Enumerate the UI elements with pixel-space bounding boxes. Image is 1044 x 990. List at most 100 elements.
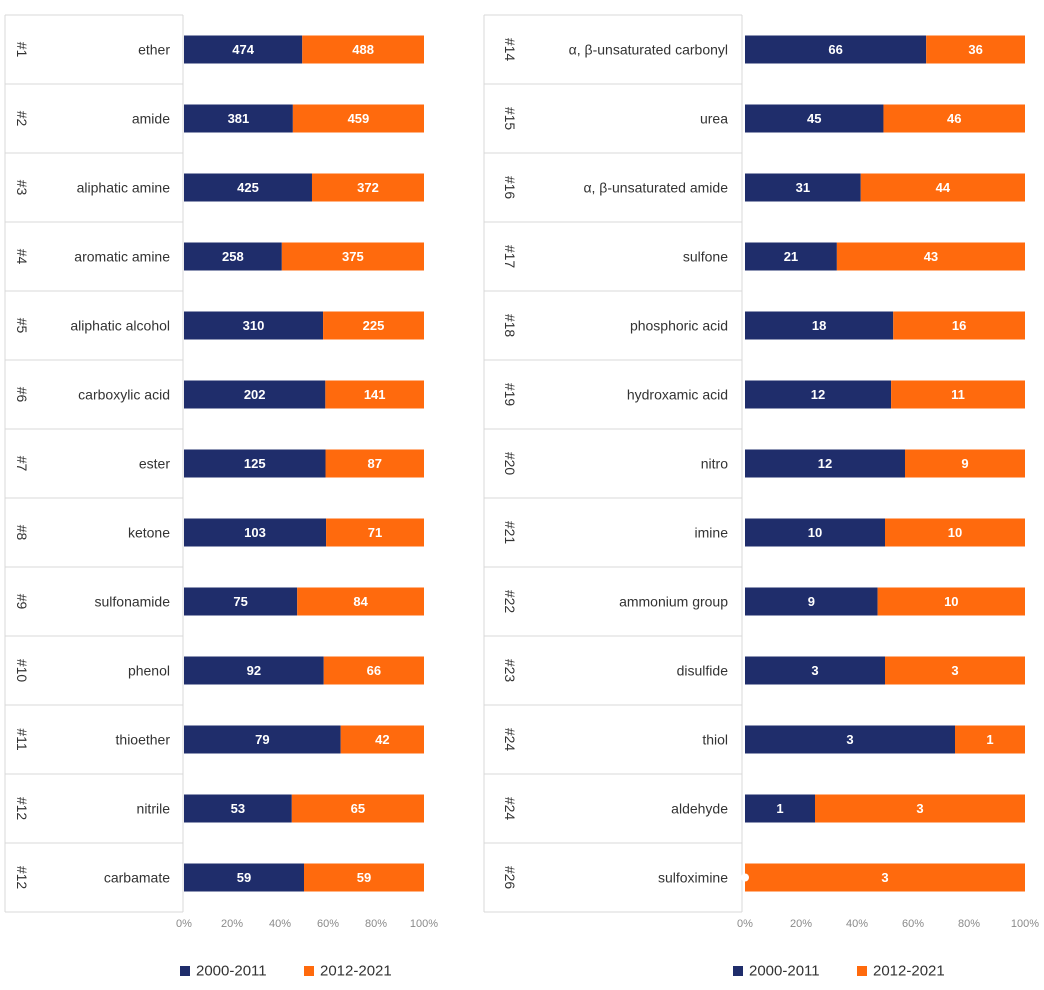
panel1-value-label-2000-2011: 75 <box>233 594 247 609</box>
panel2-rank-label: #24 <box>502 728 518 752</box>
panel1-bar-2012-2021 <box>281 242 424 271</box>
panel2-value-label-2012-2021: 44 <box>936 180 951 195</box>
panel2-rank-label: #23 <box>502 659 518 683</box>
panel1-legend-swatch <box>304 966 314 976</box>
panel1-rank-label: #12 <box>14 797 30 821</box>
panel2-rank-label: #24 <box>502 797 518 821</box>
panel1-bar-2000-2011 <box>184 656 324 685</box>
panel1-rank-label: #10 <box>14 659 30 683</box>
panel2-value-label-2000-2011: 12 <box>818 456 832 471</box>
panel1-value-label-2000-2011: 53 <box>231 801 245 816</box>
panel1-value-label-2012-2021: 66 <box>367 663 381 678</box>
panel2-rank-label: #14 <box>502 38 518 62</box>
panel1-legend-swatch <box>180 966 190 976</box>
panel2-category-label: aldehyde <box>671 801 728 817</box>
panel1-value-label-2012-2021: 42 <box>375 732 389 747</box>
panel1-bar-2000-2011 <box>184 794 292 823</box>
panel2-category-label: ammonium group <box>619 594 728 610</box>
panel2-value-label-2000-2011: 3 <box>846 732 853 747</box>
panel2-category-label: imine <box>695 525 729 541</box>
panel1-value-label-2000-2011: 381 <box>228 111 250 126</box>
panel2-value-label-2000-2011: 31 <box>796 180 810 195</box>
panel2-x-tick-label: 0% <box>737 918 753 930</box>
panel2-category-label: hydroxamic acid <box>627 387 728 403</box>
panel1-bar-2012-2021 <box>304 863 424 892</box>
panel1-category-label: ether <box>138 42 170 58</box>
panel1-bar-2000-2011 <box>184 380 326 409</box>
panel2-bar-2000-2011 <box>745 35 927 64</box>
panel2-bar-2012-2021 <box>885 656 1025 685</box>
panel1-value-label-2000-2011: 79 <box>255 732 269 747</box>
panel1-value-label-2000-2011: 92 <box>247 663 261 678</box>
panel2-value-label-2000-2011: 21 <box>784 249 798 264</box>
panel2-rank-label: #20 <box>502 452 518 476</box>
panel2-value-label-2012-2021: 3 <box>951 663 958 678</box>
panel1-value-label-2012-2021: 375 <box>342 249 364 264</box>
panel1-rank-label: #1 <box>14 42 30 58</box>
panel1-rank-label: #6 <box>14 387 30 403</box>
panel2-value-label-2000-2011: 12 <box>811 387 825 402</box>
panel1-rank-label: #7 <box>14 456 30 472</box>
panel2-category-label: nitro <box>701 456 728 472</box>
panel1-bar-2000-2011 <box>184 173 312 202</box>
panel1-value-label-2012-2021: 372 <box>357 180 379 195</box>
panel1-legend-label: 2000-2011 <box>196 963 267 980</box>
panel2-value-label-2000-2011: 10 <box>808 525 822 540</box>
panel1-value-label-2000-2011: 310 <box>243 318 265 333</box>
panel1-category-label: aliphatic amine <box>77 180 171 196</box>
panel2-rank-label: #15 <box>502 107 518 131</box>
panel1-value-label-2012-2021: 71 <box>368 525 382 540</box>
panel2-x-tick-label: 40% <box>846 918 868 930</box>
panel2-value-label-2012-2021: 43 <box>924 249 938 264</box>
panel2-value-label-2012-2021: 1 <box>986 732 993 747</box>
panel2-value-label-2012-2021: 3 <box>881 870 888 885</box>
panel1-value-label-2000-2011: 474 <box>232 42 254 57</box>
panel1-category-label: phenol <box>128 663 170 679</box>
panel2-bar-2012-2021 <box>815 794 1025 823</box>
panel2-rank-label: #19 <box>502 383 518 407</box>
panel2-bar-2000-2011 <box>745 587 878 616</box>
panel2-bar-2012-2021 <box>905 449 1025 478</box>
panel1-rank-label: #3 <box>14 180 30 196</box>
panel2-rank-label: #17 <box>502 245 518 269</box>
panel1-category-label: aromatic amine <box>74 249 170 265</box>
panel1-bar-2000-2011 <box>184 725 341 754</box>
panel2-bar-2012-2021 <box>883 104 1025 133</box>
panel2-value-label-2012-2021: 11 <box>951 387 965 402</box>
panel1-rank-label: #12 <box>14 866 30 890</box>
panel2-legend-label: 2000-2011 <box>749 963 820 980</box>
panel1-category-label: thioether <box>116 732 171 748</box>
panel1-bar-2000-2011 <box>184 863 304 892</box>
panel2-bar-2000-2011 <box>745 656 885 685</box>
panel1-x-tick-label: 60% <box>317 918 339 930</box>
panel1-rank-label: #8 <box>14 525 30 541</box>
panel1-value-label-2012-2021: 225 <box>363 318 385 333</box>
panel1-bar-2000-2011 <box>184 104 293 133</box>
panel2-bar-2000-2011 <box>745 380 892 409</box>
panel1-category-label: ester <box>139 456 170 472</box>
panel1-bar-2000-2011 <box>184 311 324 340</box>
panel2-bar-2000-2011 <box>745 311 894 340</box>
panel1-bar-2012-2021 <box>311 173 424 202</box>
panel2-rank-label: #21 <box>502 521 518 545</box>
panel1-bar-2012-2021 <box>326 518 424 547</box>
panel2-bar-2012-2021 <box>836 242 1025 271</box>
panel1-category-label: sulfonamide <box>95 594 171 610</box>
panel2-category-label: phosphoric acid <box>630 318 728 334</box>
panel1-x-tick-label: 40% <box>269 918 291 930</box>
panel1-value-label-2012-2021: 84 <box>353 594 368 609</box>
panel1-rank-label: #5 <box>14 318 30 334</box>
panel2-rank-label: #18 <box>502 314 518 338</box>
panel2-x-tick-label: 80% <box>958 918 980 930</box>
panel2-bar-2000-2011 <box>745 725 955 754</box>
panel2-value-label-2000-2011: 18 <box>812 318 826 333</box>
panel1-category-label: carboxylic acid <box>78 387 170 403</box>
panel1-bar-2012-2021 <box>323 656 424 685</box>
panel1-category-label: amide <box>132 111 170 127</box>
panel1-bar-2012-2021 <box>291 794 424 823</box>
panel2-bar-2000-2011 <box>745 173 861 202</box>
panel2-bar-2012-2021 <box>891 380 1025 409</box>
panel1-value-label-2000-2011: 425 <box>237 180 259 195</box>
panel2-value-label-2012-2021: 3 <box>916 801 923 816</box>
